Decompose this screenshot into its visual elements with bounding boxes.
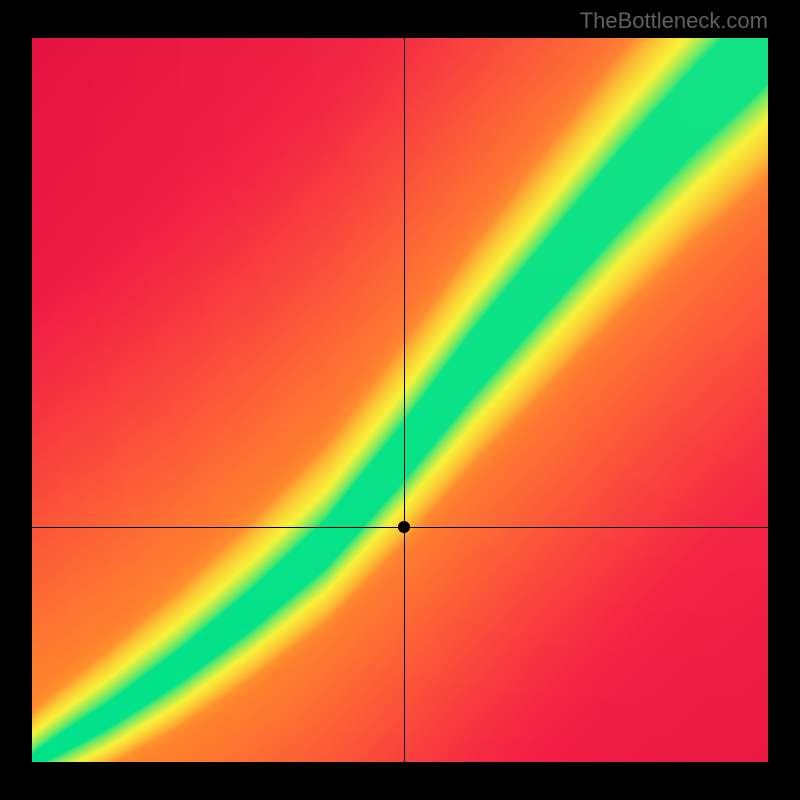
heatmap-plot (32, 38, 768, 762)
crosshair-vertical (404, 38, 405, 762)
crosshair-marker[interactable] (398, 521, 410, 533)
watermark-text: TheBottleneck.com (580, 8, 768, 34)
heatmap-canvas (32, 38, 768, 762)
